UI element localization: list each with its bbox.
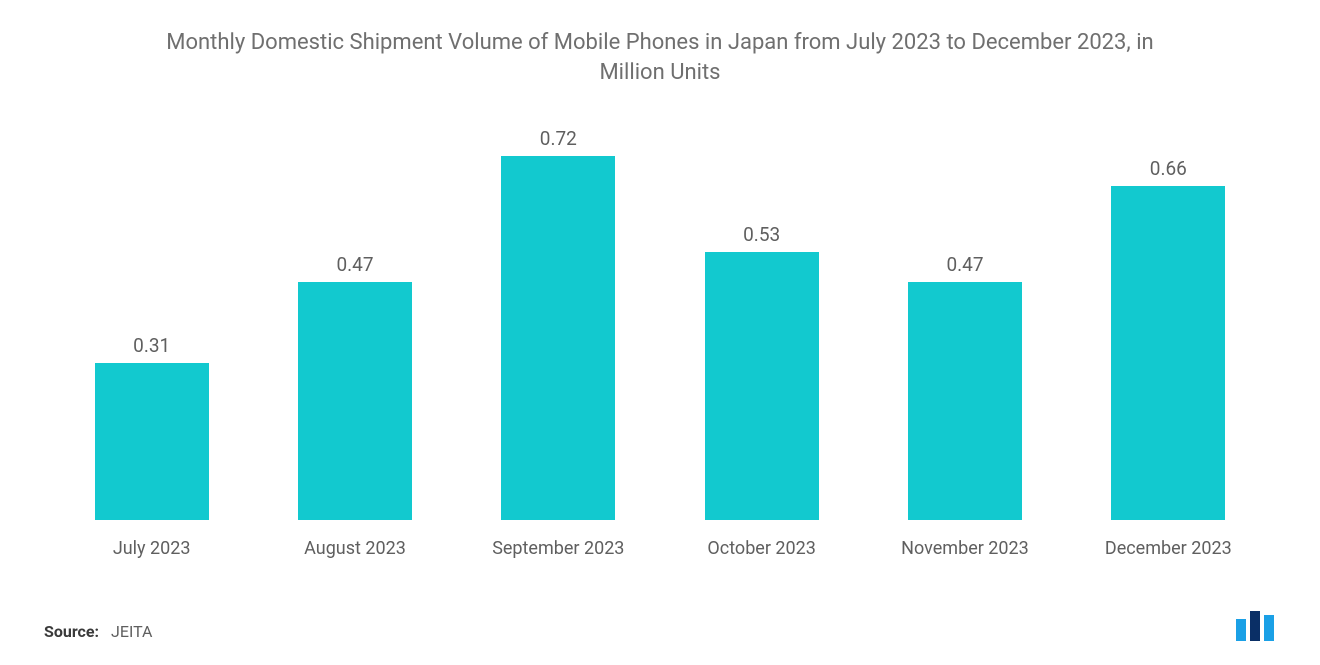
chart-title: Monthly Domestic Shipment Volume of Mobi… xyxy=(160,28,1160,87)
footer: Source: JEITA xyxy=(40,607,1280,645)
bar xyxy=(1111,186,1225,520)
bar-value-label: 0.47 xyxy=(336,253,373,276)
bar xyxy=(501,156,615,520)
bar-group: 0.72 xyxy=(457,115,660,520)
logo-bars-icon xyxy=(1234,607,1276,641)
bar xyxy=(95,363,209,520)
bar xyxy=(908,282,1022,520)
x-axis-label: September 2023 xyxy=(457,538,660,559)
bar-group: 0.47 xyxy=(863,115,1066,520)
bar-group: 0.47 xyxy=(253,115,456,520)
x-axis: July 2023August 2023September 2023Octobe… xyxy=(40,538,1280,559)
plot-area: 0.31 0.47 0.72 0.53 0.47 0.66 xyxy=(40,115,1280,520)
bar-value-label: 0.72 xyxy=(540,127,577,150)
bar-group: 0.53 xyxy=(660,115,863,520)
x-axis-label: August 2023 xyxy=(253,538,456,559)
brand-logo xyxy=(1234,607,1276,641)
bar xyxy=(705,252,819,520)
bar-value-label: 0.53 xyxy=(743,223,780,246)
x-axis-label: November 2023 xyxy=(863,538,1066,559)
source: Source: JEITA xyxy=(44,622,152,641)
bar-group: 0.31 xyxy=(50,115,253,520)
x-axis-label: December 2023 xyxy=(1067,538,1270,559)
source-key: Source: xyxy=(44,622,99,641)
x-axis-label: October 2023 xyxy=(660,538,863,559)
bar-value-label: 0.31 xyxy=(133,334,170,357)
chart-container: Monthly Domestic Shipment Volume of Mobi… xyxy=(0,0,1320,665)
bar-value-label: 0.66 xyxy=(1150,157,1187,180)
source-value: JEITA xyxy=(111,622,152,641)
bar-value-label: 0.47 xyxy=(946,253,983,276)
bar xyxy=(298,282,412,520)
bar-group: 0.66 xyxy=(1067,115,1270,520)
x-axis-label: July 2023 xyxy=(50,538,253,559)
